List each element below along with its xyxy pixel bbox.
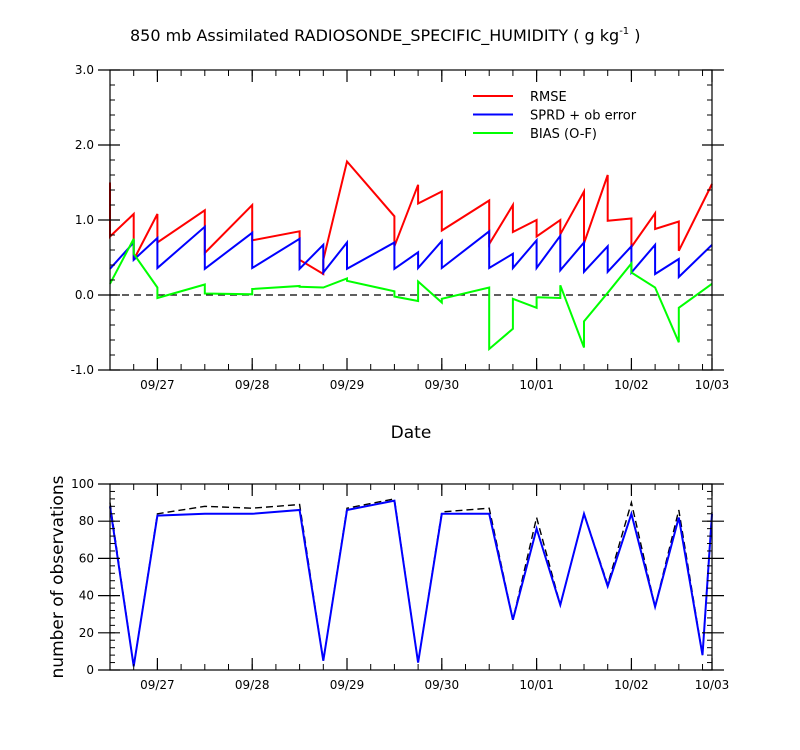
top-chart-x-axis-label: Date xyxy=(391,423,432,443)
bottom-chart-series-line-1 xyxy=(109,499,713,667)
top-chart-legend: RMSE SPRD + ob error BIAS (O-F) xyxy=(473,90,637,142)
title-close-paren: ) xyxy=(629,26,640,45)
top-chart-x-tick-label: 09/29 xyxy=(330,378,365,392)
top-chart-y-tick-label: 0.0 xyxy=(75,288,94,302)
bottom-chart-x-tick-label: 10/03 xyxy=(695,678,730,692)
top-chart-series-group xyxy=(109,159,713,352)
top-chart-x-tick-label: 09/27 xyxy=(140,378,175,392)
bottom-chart-x-tick-label: 10/01 xyxy=(519,678,554,692)
bottom-chart-y-tick-label: 60 xyxy=(79,551,94,565)
bottom-chart-y-axis-label: number of observations xyxy=(48,475,68,678)
top-chart-series-line-1 xyxy=(109,224,713,280)
bottom-chart: 09/27 09/28 09/29 09/30 10/01 10/02 10/03 0 20 40… xyxy=(48,475,729,692)
bottom-chart-y-tick-label: 100 xyxy=(71,477,94,491)
chart-title: 850 mb Assimilated RADIOSONDE_SPECIFIC_H… xyxy=(130,26,641,46)
legend-label: RMSE xyxy=(530,90,567,105)
bottom-chart-y-tick-label: 0 xyxy=(86,663,94,677)
top-chart-y-tick-label: 1.0 xyxy=(75,213,94,227)
bottom-chart-x-tick-label: 09/29 xyxy=(330,678,365,692)
top-chart-x-tick-label: 10/03 xyxy=(695,378,730,392)
bottom-chart-x-tick-label: 10/02 xyxy=(614,678,649,692)
top-chart-x-tick-label: 10/01 xyxy=(519,378,554,392)
top-chart-y-tick-label: -1.0 xyxy=(71,363,94,377)
bottom-chart-x-tick-label: 09/28 xyxy=(235,678,270,692)
bottom-chart-ticks: 09/27 09/28 09/29 09/30 10/01 10/02 10/03 0 20 40… xyxy=(71,477,729,692)
bottom-chart-x-tick-label: 09/27 xyxy=(140,678,175,692)
bottom-chart-series-line-0 xyxy=(109,498,713,667)
top-chart-series-line-2 xyxy=(109,238,713,352)
top-chart-ticks: 09/27 09/28 09/29 09/30 10/01 10/02 10/03 -1.0 0… xyxy=(71,63,730,392)
top-chart-y-tick-label: 2.0 xyxy=(75,138,94,152)
top-chart-x-tick-label: 09/28 xyxy=(235,378,270,392)
bottom-chart-x-tick-label: 09/30 xyxy=(425,678,460,692)
bottom-chart-frame xyxy=(109,483,713,671)
top-chart-x-tick-label: 10/02 xyxy=(614,378,649,392)
bottom-chart-y-tick-label: 40 xyxy=(79,589,94,603)
bottom-chart-series-group xyxy=(109,498,713,667)
top-chart-y-tick-label: 3.0 xyxy=(75,63,94,77)
title-units-exponent: -1 xyxy=(619,26,629,37)
bottom-chart-y-tick-label: 80 xyxy=(79,514,94,528)
top-chart-x-tick-label: 09/30 xyxy=(425,378,460,392)
bottom-chart-y-tick-label: 20 xyxy=(79,626,94,640)
legend-label: SPRD + ob error xyxy=(530,109,637,124)
legend-label: BIAS (O-F) xyxy=(530,127,597,142)
top-chart: 09/27 09/28 09/29 09/30 10/01 10/02 10/03 -1.0 0… xyxy=(71,63,730,443)
